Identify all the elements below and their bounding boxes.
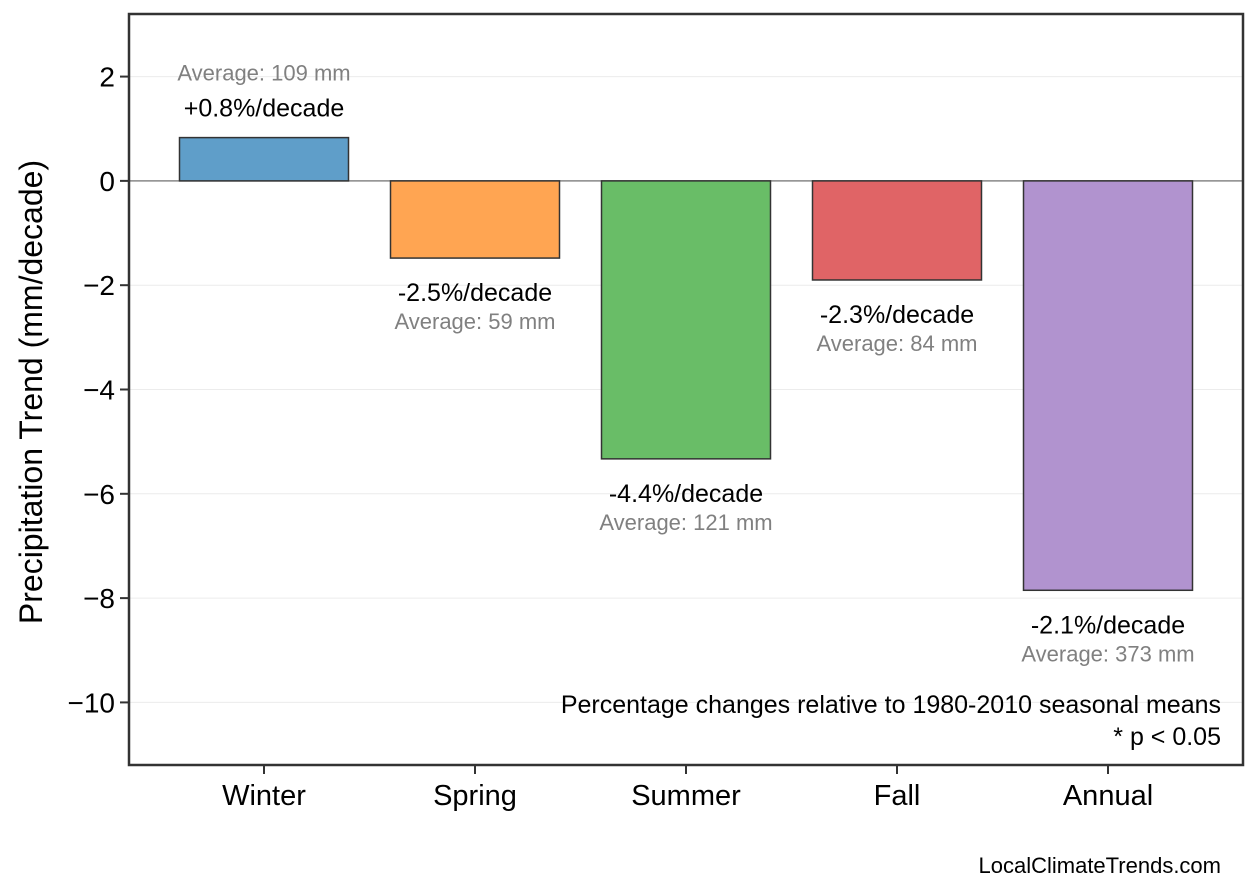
x-axis: Winter Spring Summer Fall Annual xyxy=(222,765,1153,812)
bar-winter xyxy=(178,136,350,182)
y-tick-label: 2 xyxy=(99,62,115,93)
credit-text: LocalClimateTrends.com xyxy=(979,853,1222,878)
bar-fall xyxy=(811,180,983,281)
percent-label-summer: -4.4%/decade xyxy=(609,480,763,508)
bar-summer xyxy=(600,180,772,460)
y-tick-label: −10 xyxy=(68,687,116,718)
average-label-spring: Average: 59 mm xyxy=(394,309,555,334)
x-tick-label-annual: Annual xyxy=(1063,780,1153,812)
y-tick-label: −8 xyxy=(83,583,115,614)
y-tick-label: −2 xyxy=(83,270,115,301)
percent-label-winter: +0.8%/decade xyxy=(184,95,345,123)
note-significance: * p < 0.05 xyxy=(1113,723,1221,751)
percent-label-fall: -2.3%/decade xyxy=(820,301,974,329)
percent-label-annual: -2.1%/decade xyxy=(1031,611,1185,639)
y-axis: 2 0 −2 −4 −6 −8 −10 xyxy=(68,62,129,718)
note-percentage: Percentage changes relative to 1980-2010… xyxy=(561,691,1221,719)
y-tick-label: −4 xyxy=(83,375,115,406)
bar-annual xyxy=(1022,180,1194,592)
average-label-fall: Average: 84 mm xyxy=(816,331,977,356)
average-label-winter: Average: 109 mm xyxy=(177,61,350,86)
average-label-summer: Average: 121 mm xyxy=(599,510,772,535)
x-tick-label-summer: Summer xyxy=(631,780,741,812)
x-tick-label-spring: Spring xyxy=(433,780,517,812)
x-tick-label-fall: Fall xyxy=(874,780,921,812)
percent-label-spring: -2.5%/decade xyxy=(398,279,552,307)
bar-spring xyxy=(389,180,561,259)
y-tick-label: 0 xyxy=(99,166,115,197)
y-tick-label: −6 xyxy=(83,479,115,510)
average-label-annual: Average: 373 mm xyxy=(1021,641,1194,666)
x-tick-label-winter: Winter xyxy=(222,780,306,812)
bars xyxy=(178,136,1194,592)
y-axis-label: Precipitation Trend (mm/decade) xyxy=(13,160,49,624)
